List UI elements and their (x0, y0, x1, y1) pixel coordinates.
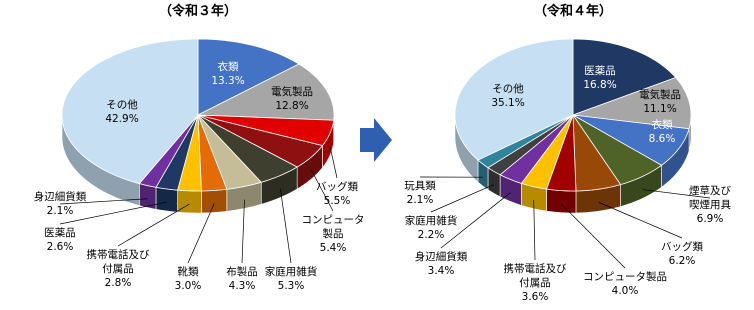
slice-label: 身辺細貨類 (414, 251, 468, 263)
slice (197, 114, 324, 168)
value-label: 2.6% (46, 241, 74, 253)
slice (196, 63, 335, 121)
slice-label: 布製品 (226, 266, 258, 278)
arrow (360, 118, 392, 162)
value-label: 2.1% (406, 194, 434, 206)
slice (197, 38, 300, 116)
value-label: 12.8% (275, 100, 309, 112)
value-label: 2.1% (46, 205, 74, 217)
slice (520, 114, 574, 190)
slice-side (139, 183, 157, 210)
value-label: 16.8% (583, 79, 617, 91)
slice-label: バッグ類 (661, 241, 703, 253)
slice (454, 38, 574, 161)
leader-line (329, 146, 338, 179)
slice (197, 114, 228, 192)
slice (61, 38, 199, 185)
slice-label: その他 (106, 99, 138, 111)
slice-side (177, 189, 202, 214)
slice-label: 電気製品 (271, 86, 313, 98)
leader-line (560, 203, 626, 269)
leader-line (598, 202, 683, 239)
value-label: 2.2% (417, 229, 445, 241)
value-label: 42.9% (105, 113, 139, 125)
leader-line (117, 203, 190, 247)
slice (572, 114, 690, 166)
slice-side (546, 188, 577, 214)
slice (572, 77, 692, 130)
slice (572, 113, 622, 192)
slice (487, 114, 574, 176)
slice-side (201, 188, 228, 214)
slice-label: 玩具類 (404, 180, 436, 192)
slice-side (155, 186, 178, 213)
slice-label: 医薬品 (584, 65, 616, 77)
slice-label: その他 (492, 83, 524, 95)
value-label: 35.1% (491, 97, 525, 109)
slice-label: バッグ類 (316, 181, 358, 193)
slice-label: コンピュータ製品 (583, 271, 667, 283)
slice (572, 114, 663, 186)
value-label: 4.3% (228, 280, 256, 292)
slice (197, 114, 335, 147)
value-label: 3.4% (427, 265, 455, 277)
slice (572, 38, 677, 116)
slice (177, 114, 202, 192)
value-label: 3.6% (521, 291, 549, 303)
leader-line (241, 199, 245, 264)
slice-label: 靴類 (177, 266, 199, 278)
chart-title: （令和３年） (158, 4, 238, 19)
leader-line (430, 184, 494, 213)
slice-label: 身辺細貨類 (33, 191, 87, 203)
value-label: 5.5% (323, 195, 351, 207)
value-label: 6.9% (696, 213, 724, 225)
leader-line (440, 192, 511, 249)
value-label: 6.2% (668, 255, 696, 267)
value-label: 2.8% (104, 277, 132, 289)
slice (545, 114, 577, 192)
slice-label: 衣類 (651, 119, 673, 131)
value-label: 11.1% (643, 103, 677, 115)
leader-line (642, 189, 711, 199)
value-label: 8.6% (648, 133, 676, 145)
slice-label: 電気製品 (639, 89, 681, 101)
slice-label: 煙草及び 喫煙用具 (689, 185, 731, 211)
slice-label: 衣類 (217, 61, 239, 73)
slice-label: 医薬品 (44, 227, 76, 239)
value-label: 4.0% (611, 285, 639, 297)
chart-title: （令和４年） (533, 4, 613, 19)
value-label: 5.4% (319, 242, 347, 254)
value-label: 5.3% (277, 280, 305, 292)
value-label: 13.3% (211, 75, 245, 87)
slice-label: コンピュータ 製品 (301, 214, 365, 240)
slice-label: 家庭用雑貨 (404, 215, 458, 227)
slice-label: 家庭用雑貨 (264, 266, 318, 278)
leader-line (59, 201, 167, 225)
leader-line (311, 169, 334, 212)
slice-label: 携帯電話及び 付属品 (86, 249, 150, 275)
slice-label: 携帯電話及び 付属品 (503, 263, 567, 289)
leader-line (59, 198, 148, 205)
slice (499, 114, 574, 184)
leader-line (279, 188, 292, 264)
slice (197, 114, 263, 190)
value-label: 3.0% (174, 280, 202, 292)
leader-line (187, 203, 215, 264)
slice (197, 114, 298, 183)
leader-line (533, 199, 536, 261)
